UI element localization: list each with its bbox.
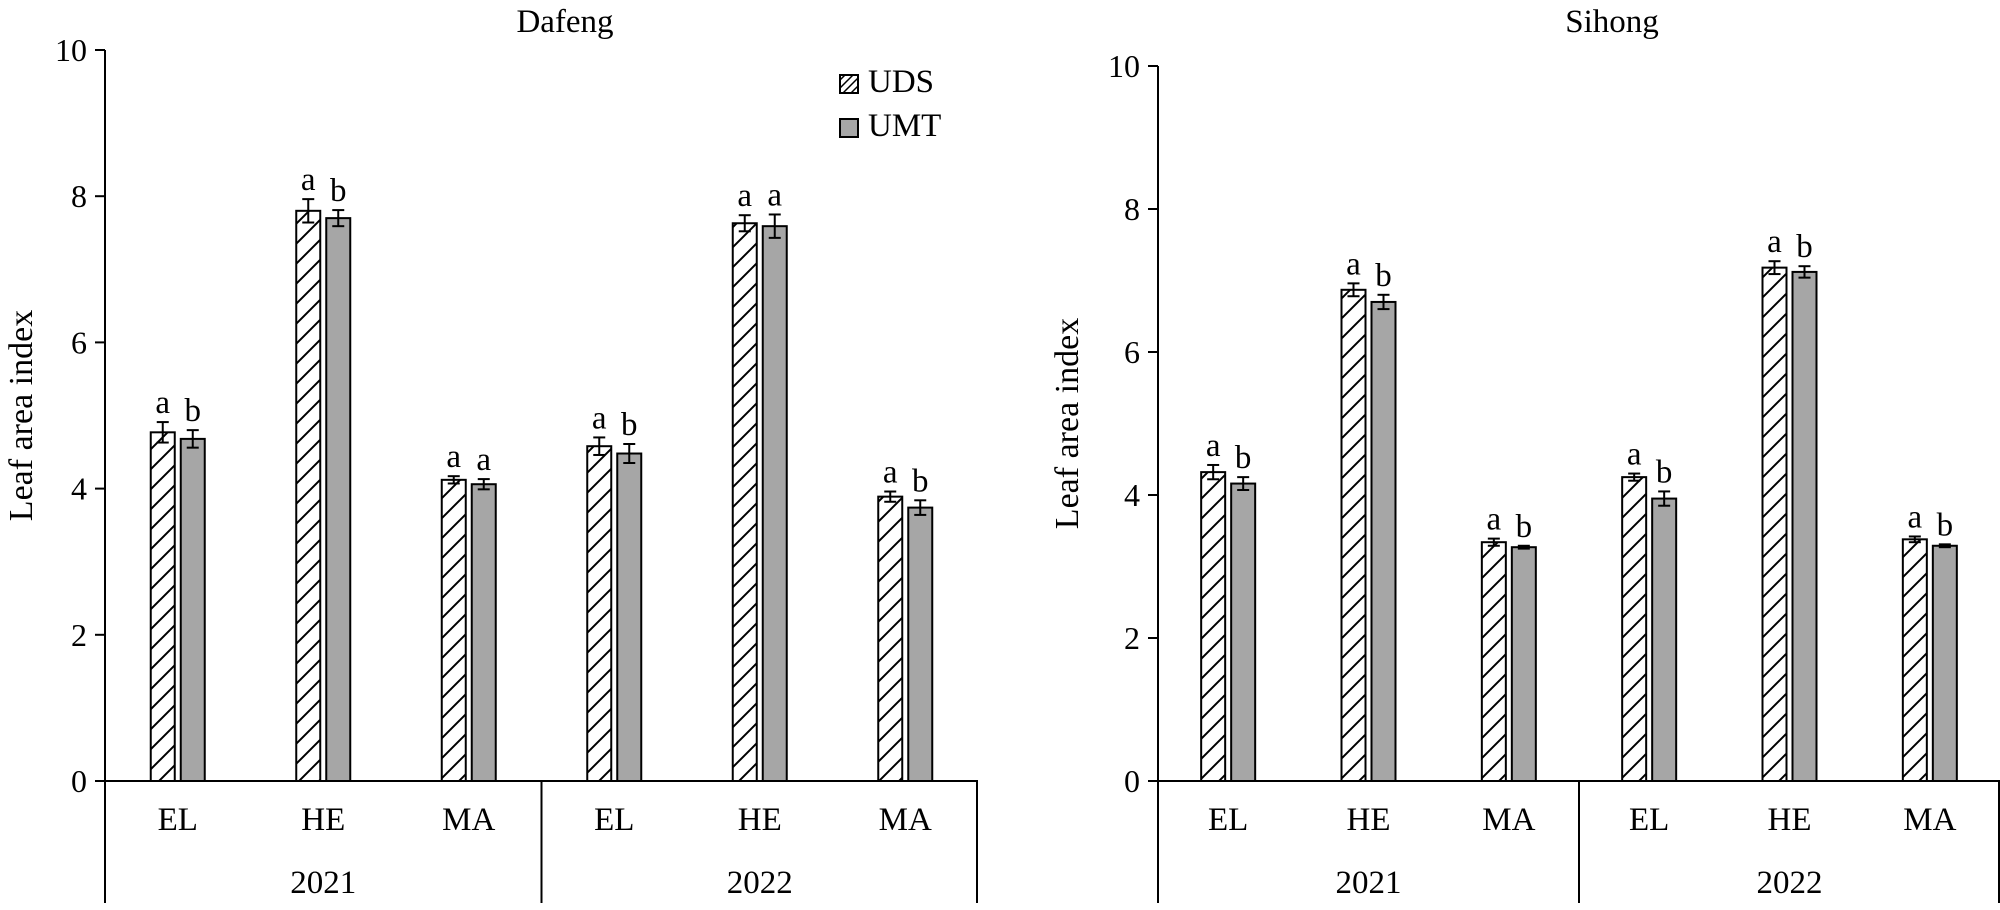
significance-letter: a bbox=[737, 178, 752, 214]
legend-label-uds: UDS bbox=[868, 64, 934, 100]
bar-uds bbox=[295, 209, 322, 782]
y-tick-label: 2 bbox=[71, 617, 87, 653]
y-tick-label: 0 bbox=[1124, 763, 1140, 799]
significance-letter: a bbox=[767, 177, 782, 213]
bar-umt bbox=[907, 506, 934, 782]
significance-letter: b bbox=[1796, 229, 1813, 265]
significance-letter: a bbox=[155, 385, 170, 421]
significance-letter: b bbox=[1656, 454, 1673, 490]
x-category-label: EL bbox=[158, 802, 198, 838]
bar-umt bbox=[1370, 300, 1397, 782]
bar-uds bbox=[440, 478, 467, 782]
significance-letter: b bbox=[185, 393, 202, 429]
bar-umt bbox=[1791, 270, 1818, 782]
y-tick-label: 6 bbox=[71, 324, 87, 360]
x-group-label: 2021 bbox=[290, 865, 356, 901]
bar-umt bbox=[616, 452, 643, 782]
significance-letter: b bbox=[1235, 440, 1252, 476]
significance-letter: a bbox=[476, 442, 491, 478]
y-tick-label: 8 bbox=[71, 178, 87, 214]
bar-umt bbox=[179, 437, 206, 782]
y-tick-label: 0 bbox=[71, 763, 87, 799]
x-category-label: HE bbox=[1768, 802, 1812, 838]
significance-letter: a bbox=[446, 439, 461, 475]
significance-letter: b bbox=[1375, 258, 1392, 294]
bar-uds bbox=[1621, 476, 1648, 782]
x-category-label: MA bbox=[1482, 802, 1535, 838]
chart-title: Dafeng bbox=[516, 4, 613, 40]
significance-letter: b bbox=[621, 407, 638, 443]
significance-letter: b bbox=[330, 173, 347, 209]
bar-umt bbox=[1931, 544, 1958, 783]
x-group-label: 2022 bbox=[727, 865, 793, 901]
significance-letter: a bbox=[883, 455, 898, 491]
x-category-label: HE bbox=[738, 802, 782, 838]
chart-panel-sihong: Sihong 0 2 4 6 8 10 Leaf area index EL HE MA EL HE MA… bbox=[1049, 4, 2000, 903]
x-category-label: HE bbox=[301, 802, 345, 838]
significance-letter: a bbox=[1908, 499, 1923, 535]
bar-umt bbox=[325, 217, 352, 782]
x-category-label: EL bbox=[1629, 802, 1669, 838]
significance-letter: a bbox=[1346, 246, 1361, 282]
y-tick-label: 4 bbox=[1124, 477, 1140, 513]
bar-uds bbox=[731, 222, 758, 782]
x-category-label: MA bbox=[442, 802, 495, 838]
bar-uds bbox=[1901, 538, 1928, 783]
bar-uds bbox=[1480, 541, 1507, 782]
bar-umt bbox=[470, 483, 497, 782]
significance-letter: b bbox=[1516, 509, 1533, 545]
y-tick-label: 10 bbox=[55, 32, 87, 68]
y-tick-label: 6 bbox=[1124, 334, 1140, 370]
y-tick-label: 8 bbox=[1124, 191, 1140, 227]
bar-umt bbox=[761, 225, 788, 782]
x-category-label: EL bbox=[1208, 802, 1248, 838]
significance-letter: b bbox=[912, 463, 929, 499]
x-category-label: MA bbox=[879, 802, 932, 838]
significance-letter: a bbox=[1487, 502, 1502, 538]
x-category-label: MA bbox=[1903, 802, 1956, 838]
significance-letter: b bbox=[1937, 507, 1954, 543]
y-axis-label: Leaf area index bbox=[1049, 318, 1086, 529]
bar-uds bbox=[586, 445, 613, 782]
significance-letter: a bbox=[1206, 428, 1221, 464]
y-tick-label: 4 bbox=[71, 471, 87, 507]
significance-letter: a bbox=[1767, 224, 1782, 260]
y-tick-label: 10 bbox=[1108, 48, 1140, 84]
bar-uds bbox=[149, 431, 176, 782]
bar-umt bbox=[1651, 497, 1678, 782]
bar-umt bbox=[1230, 482, 1257, 782]
y-tick-label: 2 bbox=[1124, 620, 1140, 656]
x-group-label: 2021 bbox=[1336, 865, 1402, 901]
significance-letter: a bbox=[1627, 437, 1642, 473]
chart-title: Sihong bbox=[1565, 4, 1659, 40]
legend: UDS UMT bbox=[839, 64, 941, 144]
chart-panel-dafeng: Dafeng 0 2 4 6 8 10 Leaf area index EL HE MA EL HE MA… bbox=[3, 4, 978, 903]
bar-uds bbox=[877, 495, 904, 782]
significance-letter: a bbox=[592, 400, 607, 436]
legend-swatch-umt bbox=[839, 118, 859, 138]
significance-letter: a bbox=[301, 162, 316, 198]
legend-label-umt: UMT bbox=[868, 108, 941, 144]
x-category-label: EL bbox=[594, 802, 634, 838]
x-category-label: HE bbox=[1347, 802, 1391, 838]
legend-swatch-uds bbox=[839, 74, 859, 94]
bar-umt bbox=[1510, 546, 1537, 782]
bar-uds bbox=[1761, 266, 1788, 782]
bar-uds bbox=[1340, 288, 1367, 782]
bar-uds bbox=[1200, 471, 1227, 782]
x-group-label: 2022 bbox=[1757, 865, 1823, 901]
y-axis-label: Leaf area index bbox=[3, 310, 40, 521]
